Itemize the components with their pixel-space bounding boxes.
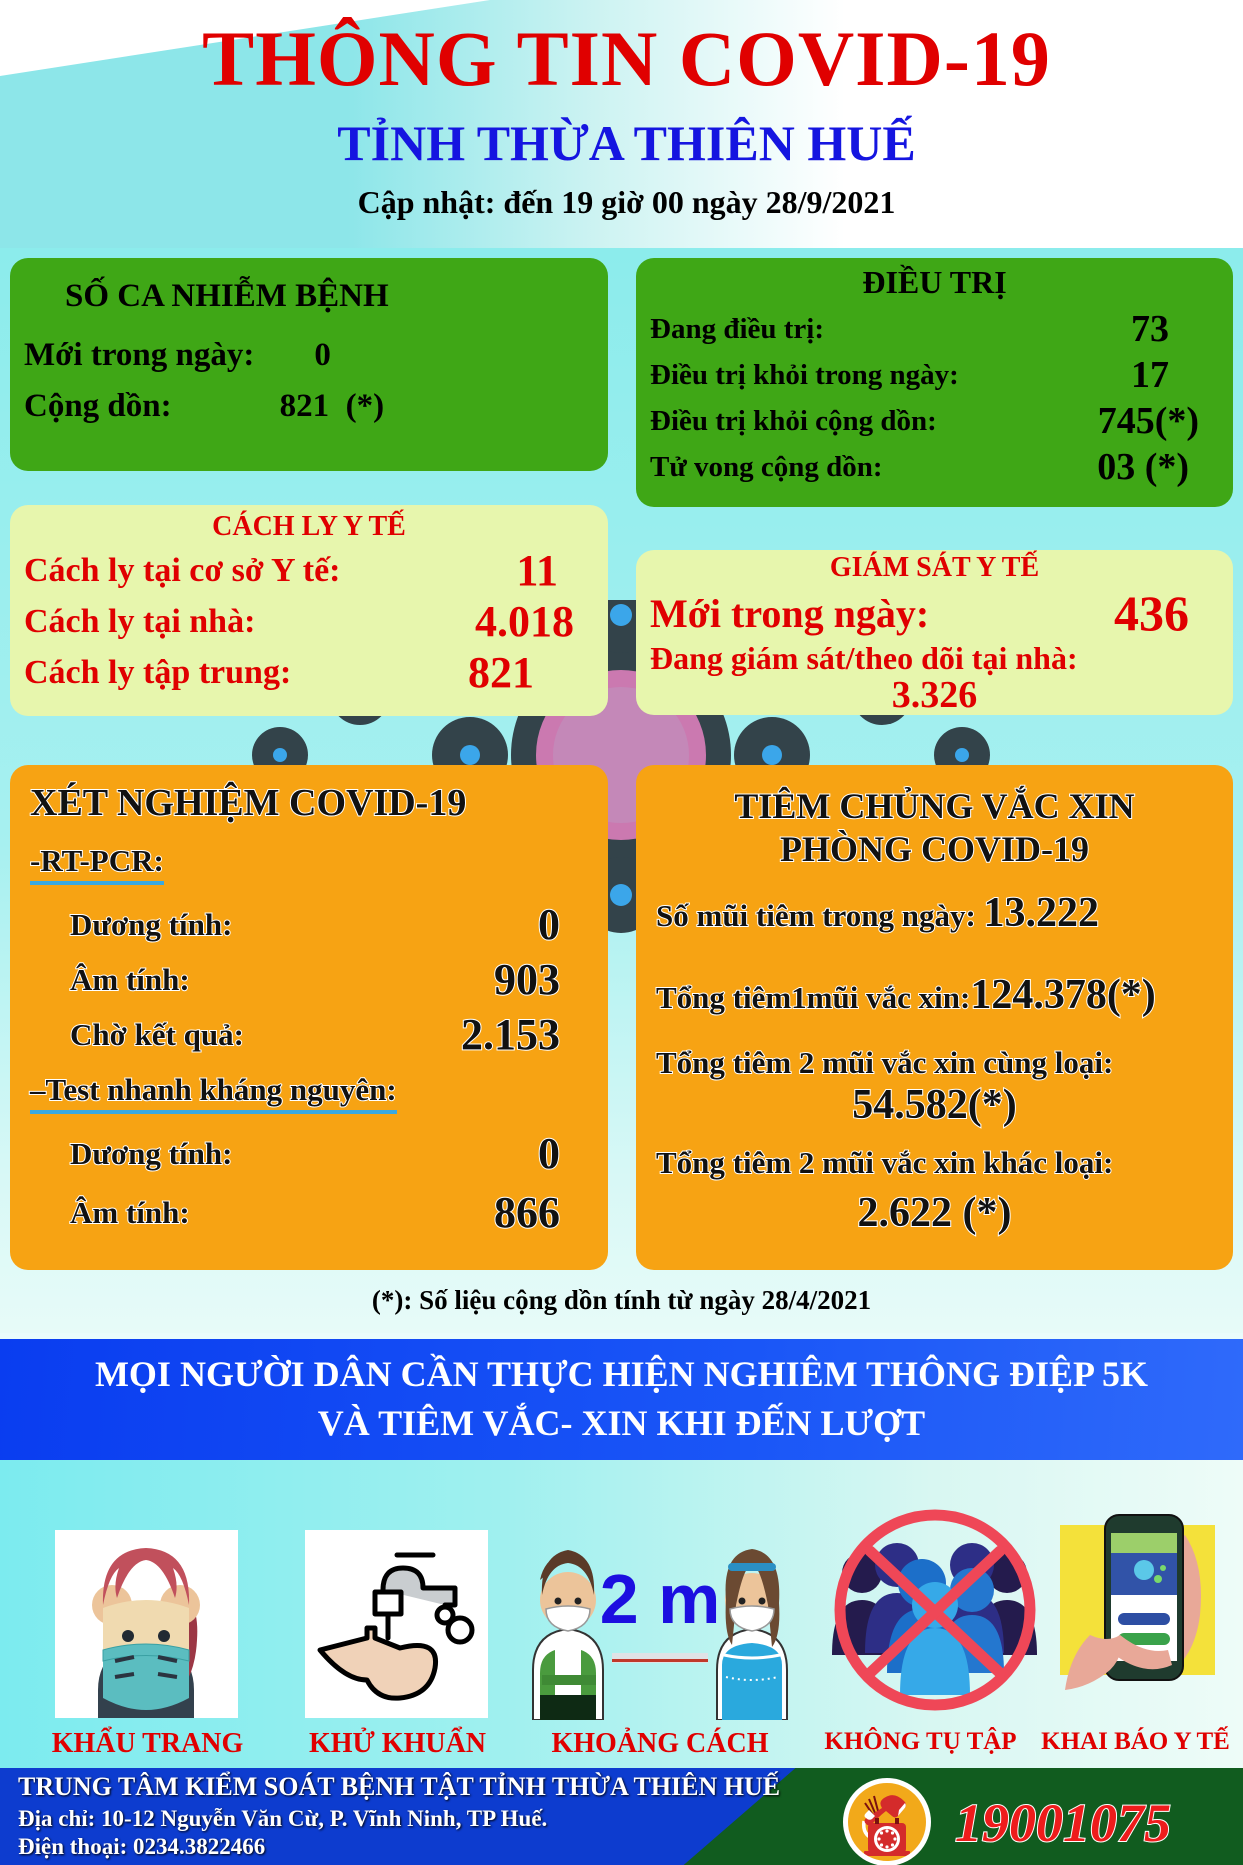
svg-text:2 m: 2 m [600,1560,721,1638]
